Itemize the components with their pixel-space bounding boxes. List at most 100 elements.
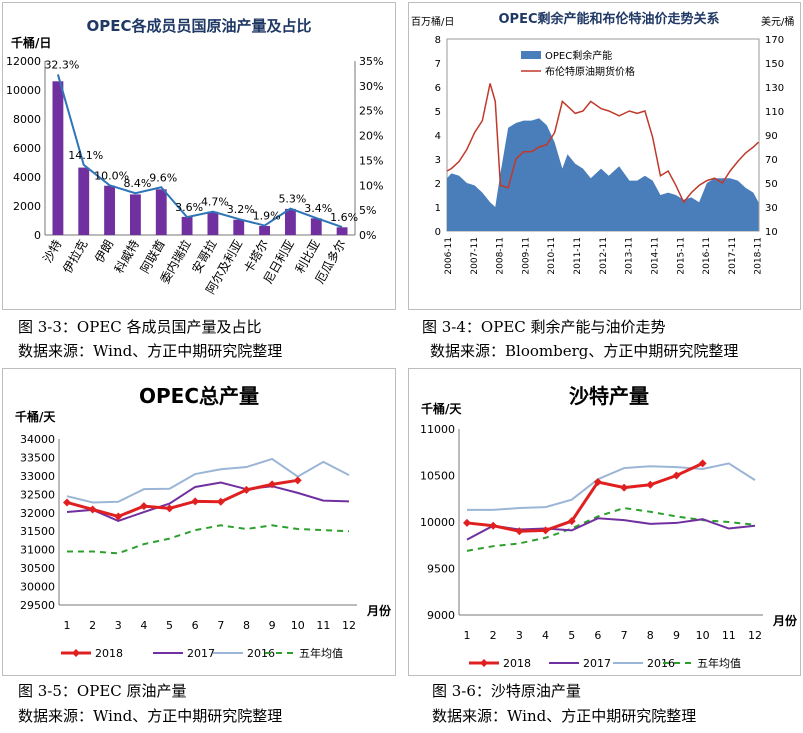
y-tick-label: 11000 xyxy=(420,423,455,436)
x-tick-label: 2012-11 xyxy=(599,237,609,275)
y-tick-label: 29500 xyxy=(20,599,55,612)
y-tick-label: 10500 xyxy=(420,470,455,483)
x-tick-label: 7 xyxy=(217,619,224,632)
y-tick-label: 4000 xyxy=(13,171,41,184)
data-label: 1.6% xyxy=(330,211,358,224)
y-tick-label: 34000 xyxy=(20,433,55,446)
x-tick-label: 4 xyxy=(140,619,147,632)
series-line-2016 xyxy=(467,462,756,511)
legend-label-2018: 2018 xyxy=(503,657,531,670)
x-tick-label: 2006-11 xyxy=(444,237,454,275)
x-tick-label: 伊朗 xyxy=(92,238,116,266)
y2-tick-label: 130 xyxy=(765,83,784,94)
data-label: 1.9% xyxy=(253,210,281,223)
y-tick-label: 1 xyxy=(435,203,441,214)
y-tick-label: 30000 xyxy=(20,581,55,594)
y-tick-label: 8 xyxy=(435,35,441,46)
y2-tick-label: 90 xyxy=(765,131,778,142)
x-tick-label: 12 xyxy=(342,619,356,632)
y-tick-label: 4 xyxy=(435,131,441,142)
caption-figure-3-3: 图 3-3：OPEC 各成员国产量及占比 xyxy=(18,318,262,336)
data-point xyxy=(114,512,123,521)
x-tick-label: 9 xyxy=(269,619,276,632)
chart-title: 沙特产量 xyxy=(569,384,649,408)
y2-tick-label: 5% xyxy=(359,204,376,217)
y2-tick-label: 0% xyxy=(359,229,376,242)
data-point xyxy=(165,504,174,513)
series-line-2017 xyxy=(466,517,756,541)
y-tick-label: 12000 xyxy=(6,55,41,68)
y2-tick-label: 30% xyxy=(359,80,383,93)
series-line-五年均值 xyxy=(67,524,350,555)
legend-label-capacity: OPEC剩余产能 xyxy=(545,49,612,62)
y-tick-label: 30500 xyxy=(20,562,55,575)
x-tick-label: 9 xyxy=(673,629,680,642)
x-tick-label: 3 xyxy=(516,629,523,642)
data-point xyxy=(139,502,148,511)
x-tick-label: 沙特 xyxy=(40,237,65,265)
y-tick-label: 32500 xyxy=(20,488,55,501)
data-point xyxy=(620,483,629,492)
data-point xyxy=(242,485,251,494)
y-axis-label: 千桶/日 xyxy=(11,35,51,50)
y-tick-label: 2 xyxy=(435,179,441,190)
y-tick-label: 3 xyxy=(435,155,441,166)
y-tick-label: 9500 xyxy=(427,563,455,576)
data-point xyxy=(88,505,97,514)
x-tick-label: 2014-11 xyxy=(650,237,660,275)
x-tick-label: 1 xyxy=(464,629,471,642)
y-tick-label: 5 xyxy=(435,107,441,118)
source-figure-3-6: 数据来源：Wind、方正中期研究院整理 xyxy=(432,707,697,725)
legend-label-brent: 布伦特原油期货价格 xyxy=(545,65,635,78)
data-point xyxy=(463,518,471,527)
chart-panel-opec-members: OPEC各成员员国原油产量及占比 千桶/日 0 2000 4000 6000 8000 100… xyxy=(2,2,396,310)
caption-figure-3-6: 图 3-6：沙特原油产量 xyxy=(432,682,581,700)
chart-panel-spare-capacity: OPEC剩余产能和布伦特油价走势关系 百万桶/日 美元/桶 0 1 2 3 4 5 6 7 8 10 30… xyxy=(408,2,801,310)
x-tick-label: 2008-11 xyxy=(496,237,506,275)
y2-tick-label: 170 xyxy=(765,35,784,46)
x-tick-label: 2015-11 xyxy=(676,237,686,275)
chart-title: OPEC各成员员国原油产量及占比 xyxy=(86,17,311,35)
y2-tick-label: 30 xyxy=(765,203,778,214)
data-label: 8.4% xyxy=(123,177,151,190)
x-tick-label: 5 xyxy=(166,619,173,632)
data-point xyxy=(191,497,200,506)
y-tick-label: 33000 xyxy=(20,470,55,483)
bar xyxy=(259,226,271,235)
brent-line xyxy=(446,83,759,204)
y2-tick-label: 70 xyxy=(765,155,778,166)
caption-figure-3-5: 图 3-5：OPEC 原油产量 xyxy=(18,682,187,700)
x-tick-label: 2017-11 xyxy=(728,237,738,275)
x-tick-label: 11 xyxy=(722,629,736,642)
x-tick-label: 12 xyxy=(748,629,762,642)
chart-title: OPEC剩余产能和布伦特油价走势关系 xyxy=(498,11,719,27)
y-tick-label: 31500 xyxy=(20,525,55,538)
x-tick-label: 7 xyxy=(621,629,628,642)
x-tick-label: 2009-11 xyxy=(521,237,531,275)
y2-tick-label: 110 xyxy=(765,107,784,118)
x-tick-label: 2 xyxy=(490,629,497,642)
chart-title: OPEC总产量 xyxy=(139,384,259,408)
series-line-2016 xyxy=(66,457,350,504)
legend-label-五年均值: 五年均值 xyxy=(299,646,343,660)
data-label: 9.6% xyxy=(149,171,177,184)
x-tick-label: 2 xyxy=(89,619,96,632)
y2-tick-label: 10% xyxy=(359,179,383,192)
x-tick-label: 6 xyxy=(192,619,199,632)
x-tick-label: 2011-11 xyxy=(573,237,583,275)
y2-tick-label: 10 xyxy=(765,227,778,238)
series-line-2017 xyxy=(66,481,350,522)
y-axis-label: 百万桶/日 xyxy=(411,15,454,28)
y-tick-label: 0 xyxy=(435,227,441,238)
data-point xyxy=(293,476,302,485)
legend-marker xyxy=(480,659,488,667)
share-line xyxy=(56,74,343,228)
bar xyxy=(233,219,245,235)
legend-swatch-capacity xyxy=(521,51,541,59)
bar xyxy=(181,216,193,235)
y-axis-label: 千桶/天 xyxy=(15,409,56,424)
chart-panel-saudi: 沙特产量 千桶/天 9000 9500 10000 10500 11000 1 2 3 4 5 6 7 8 9… xyxy=(408,368,801,676)
data-label: 4.7% xyxy=(201,196,229,209)
bar xyxy=(155,189,167,235)
